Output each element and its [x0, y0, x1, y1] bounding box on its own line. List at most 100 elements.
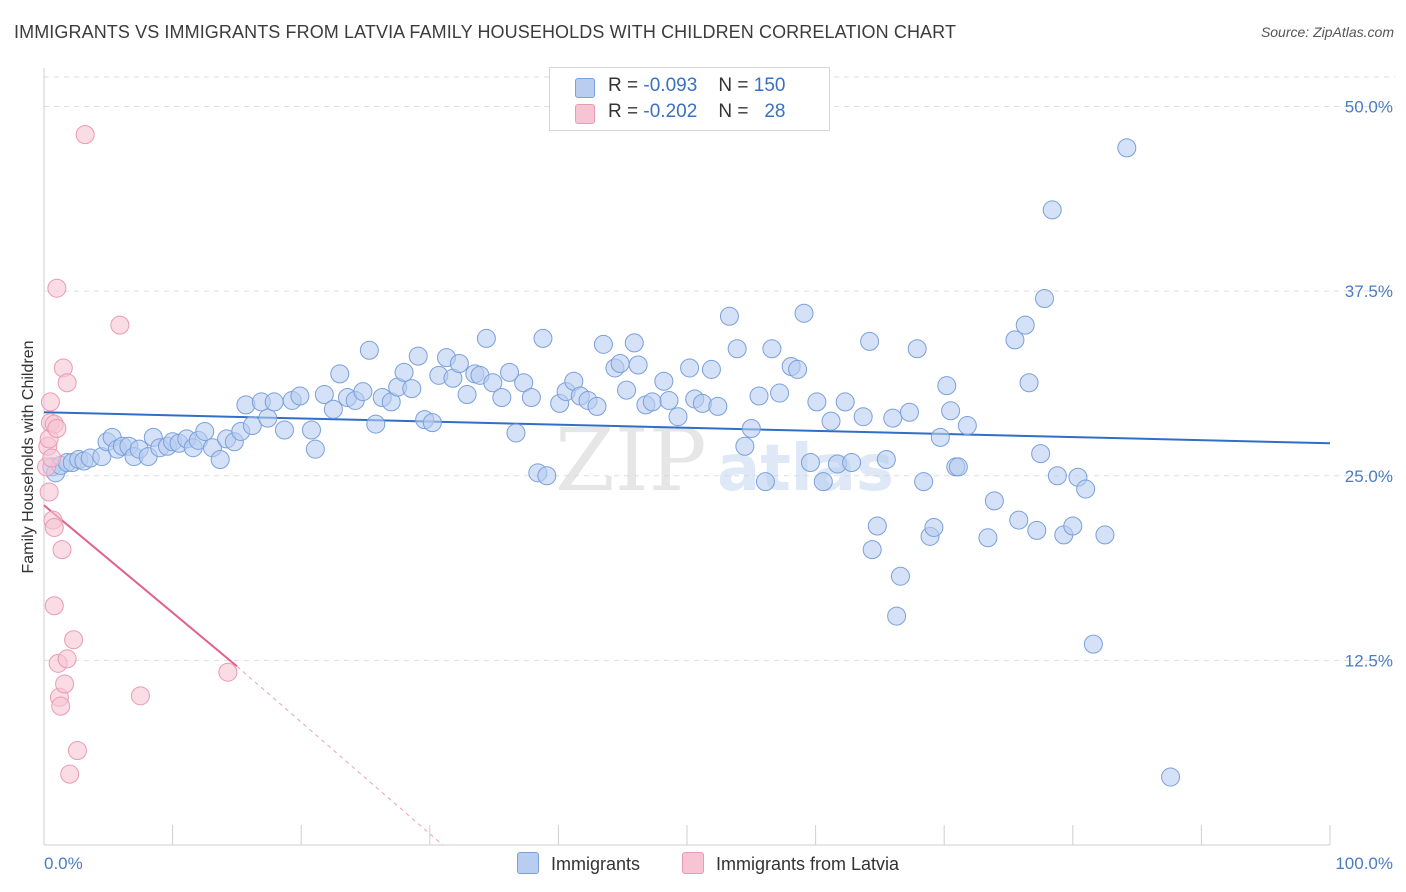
- x-tick-label-max: 100.0%: [1335, 854, 1393, 873]
- data-point: [44, 517, 64, 537]
- legend-label-immigrants: Immigrants: [551, 854, 641, 874]
- data-point: [1083, 634, 1103, 654]
- data-point: [727, 339, 747, 359]
- data-point: [914, 472, 934, 492]
- data-point: [853, 407, 873, 427]
- data-point: [941, 401, 961, 421]
- data-point: [1005, 330, 1025, 350]
- data-point: [794, 303, 814, 323]
- data-point: [236, 395, 256, 415]
- data-point: [821, 411, 841, 431]
- data-point: [264, 392, 284, 412]
- data-point: [353, 382, 373, 402]
- data-point: [242, 416, 262, 436]
- data-point: [807, 392, 827, 412]
- data-point: [680, 358, 700, 378]
- data-point: [476, 328, 496, 348]
- data-point: [52, 540, 72, 560]
- data-point: [708, 396, 728, 416]
- data-point: [930, 427, 950, 447]
- data-point: [762, 339, 782, 359]
- data-point: [1076, 479, 1096, 499]
- data-point: [749, 386, 769, 406]
- data-point: [876, 450, 896, 470]
- data-point: [274, 420, 294, 440]
- data-point: [210, 450, 230, 470]
- data-point: [937, 376, 957, 396]
- data-point: [907, 339, 927, 359]
- data-point: [587, 396, 607, 416]
- data-point: [323, 399, 343, 419]
- data-point: [537, 466, 557, 486]
- data-point: [290, 386, 310, 406]
- data-point: [533, 328, 553, 348]
- data-point: [51, 696, 71, 716]
- data-point: [835, 392, 855, 412]
- data-point: [449, 354, 469, 374]
- data-point: [394, 362, 414, 382]
- data-point: [408, 346, 428, 366]
- legend-n-value: 150: [753, 75, 786, 96]
- legend-r-value: -0.093: [643, 75, 698, 96]
- data-point: [506, 423, 526, 443]
- legend-r-label: R =: [608, 75, 639, 96]
- data-point: [624, 333, 644, 353]
- data-point: [42, 448, 62, 468]
- data-point: [457, 385, 477, 405]
- y-tick-label: 50.0%: [1345, 98, 1393, 117]
- data-point: [40, 392, 60, 412]
- data-point: [305, 439, 325, 459]
- y-axis-title: Family Households with Children: [20, 341, 37, 574]
- data-point: [862, 540, 882, 560]
- legend-n-label: N =: [718, 75, 749, 96]
- watermark: ZIP atlas: [555, 411, 894, 511]
- data-point: [1117, 138, 1137, 158]
- data-point: [1015, 315, 1035, 335]
- data-point: [842, 452, 862, 472]
- legend-r-label: R =: [608, 101, 639, 122]
- data-point: [867, 516, 887, 536]
- data-point: [924, 517, 944, 537]
- data-point: [957, 416, 977, 436]
- data-point: [617, 380, 637, 400]
- data-point: [948, 457, 968, 477]
- chart-title: IMMIGRANTS VS IMMIGRANTS FROM LATVIA FAM…: [14, 22, 957, 42]
- data-point: [1031, 444, 1051, 464]
- points-latvia: [37, 125, 238, 784]
- data-point: [692, 393, 712, 413]
- y-tick-label: 25.0%: [1345, 467, 1393, 486]
- y-tick-label: 37.5%: [1345, 282, 1393, 301]
- data-point: [860, 331, 880, 351]
- data-point: [483, 373, 503, 393]
- data-point: [1035, 289, 1055, 309]
- data-point: [642, 392, 662, 412]
- legend-n-label: N =: [718, 101, 749, 122]
- data-point: [978, 528, 998, 548]
- x-tick-label-min: 0.0%: [44, 854, 83, 873]
- data-point: [899, 402, 919, 422]
- data-point: [492, 387, 512, 407]
- data-point: [701, 359, 721, 379]
- data-point: [788, 359, 808, 379]
- data-point: [593, 334, 613, 354]
- data-point: [422, 413, 442, 433]
- data-point: [741, 419, 761, 439]
- trend-line: [43, 504, 238, 668]
- data-point: [668, 407, 688, 427]
- legend-label-latvia: Immigrants from Latvia: [716, 854, 900, 874]
- data-point: [1095, 525, 1115, 545]
- bottom-legend-latvia: Immigrants from Latvia: [682, 852, 899, 875]
- data-point: [258, 408, 278, 428]
- data-point: [1027, 520, 1047, 540]
- data-point: [813, 472, 833, 492]
- legend-n-value: 28: [764, 101, 786, 122]
- data-point: [1161, 767, 1181, 787]
- data-point: [521, 387, 541, 407]
- legend-swatch-blue: [517, 852, 539, 874]
- legend-swatch-blue: [575, 78, 595, 98]
- data-point: [654, 371, 674, 391]
- y-tick-label: 12.5%: [1345, 651, 1393, 670]
- data-point: [1019, 373, 1039, 393]
- source-credit: Source: ZipAtlas.com: [1260, 24, 1394, 40]
- data-point: [659, 390, 679, 410]
